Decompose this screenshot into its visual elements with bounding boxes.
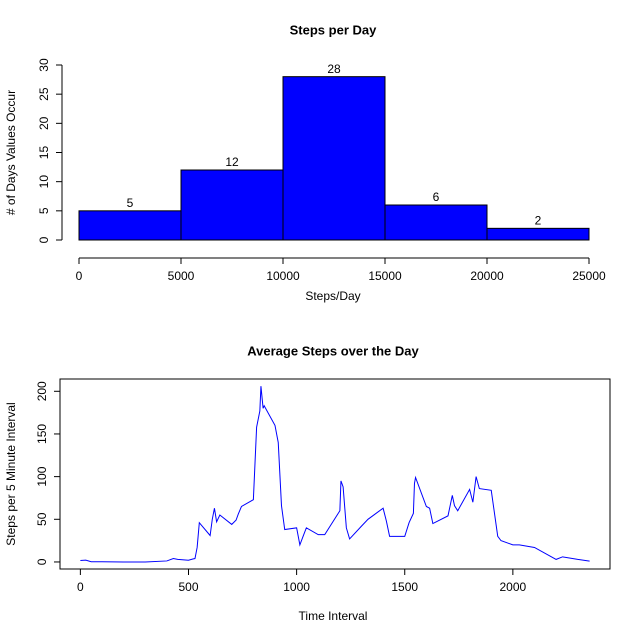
x-tick-label: 15000 (368, 269, 402, 283)
bar (180, 169, 284, 241)
plot-box (59, 378, 611, 570)
y-tick-label: 20 (37, 116, 51, 130)
y-tick-label: 0 (37, 236, 51, 243)
x-tick-label: 500 (178, 580, 198, 594)
bar (486, 227, 590, 241)
line (80, 386, 590, 563)
x-tick-label: 0 (76, 269, 83, 283)
chart-title: Steps per Day (290, 22, 377, 37)
y-tick-label: 150 (35, 424, 49, 444)
x-axis-label: Steps/Day (305, 289, 360, 303)
y-tick-label: 200 (35, 381, 49, 401)
x-tick-label: 20000 (470, 269, 504, 283)
x-tick-label: 25000 (572, 269, 606, 283)
x-axis-label: Time Interval (299, 609, 368, 623)
y-tick-label: 5 (37, 207, 51, 214)
y-tick-label: 25 (37, 87, 51, 101)
y-tick-label: 0 (35, 558, 49, 565)
y-tick-label: 10 (37, 175, 51, 189)
bar-label: 28 (327, 62, 341, 76)
y-tick-label: 15 (37, 146, 51, 160)
x-tick-label: 10000 (266, 269, 300, 283)
y-axis-label: # of Days Values Occur (4, 90, 18, 215)
bar (384, 204, 488, 241)
chart-title: Average Steps over the Day (247, 343, 419, 358)
y-tick-label: 50 (35, 512, 49, 526)
x-tick-label: 1500 (391, 580, 418, 594)
x-tick-label: 1000 (283, 580, 310, 594)
bar (78, 210, 182, 241)
x-tick-label: 0 (77, 580, 84, 594)
bar-label: 5 (127, 196, 134, 210)
y-tick-label: 100 (35, 466, 49, 486)
bar-label: 6 (433, 190, 440, 204)
y-tick-label: 30 (37, 58, 51, 72)
bar (282, 76, 386, 241)
y-axis-label: Steps per 5 Minute Interval (4, 402, 18, 545)
x-tick-label: 5000 (168, 269, 195, 283)
bar-label: 2 (535, 214, 542, 228)
x-tick-label: 2000 (500, 580, 527, 594)
bar-label: 12 (225, 155, 239, 169)
